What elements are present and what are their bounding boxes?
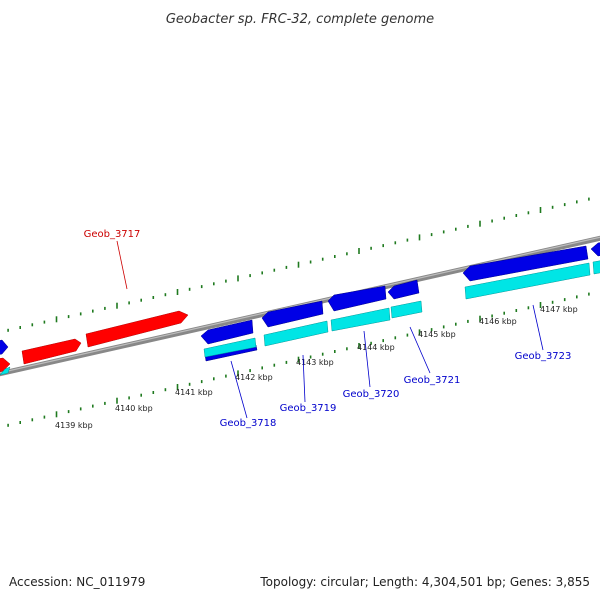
cds-feature[interactable] bbox=[464, 262, 591, 300]
gene-label-geob-3723[interactable]: Geob_3723 bbox=[515, 351, 572, 362]
genome-summary-text: Topology: circular; Length: 4,304,501 bp… bbox=[259, 575, 590, 589]
scale-label: 4146 kbp bbox=[479, 317, 517, 326]
gene-arrow-forward[interactable] bbox=[21, 338, 82, 365]
leader-line-geob-3720 bbox=[363, 330, 371, 388]
scale-label: 4143 kbp bbox=[296, 358, 334, 367]
gene-arrow-reverse[interactable] bbox=[462, 245, 589, 282]
gene-arrow-reverse[interactable] bbox=[327, 285, 387, 312]
scale-labels: 4139 kbp 4140 kbp 4141 kbp 4142 kbp 4143… bbox=[55, 305, 578, 430]
gene-arrow-reverse[interactable] bbox=[590, 241, 600, 257]
cds-feature[interactable] bbox=[263, 320, 329, 347]
gene-arrow-reverse[interactable] bbox=[0, 339, 9, 356]
leader-line-geob-3721 bbox=[409, 326, 431, 374]
gene-arrow-reverse[interactable] bbox=[200, 319, 254, 345]
gene-arrow-geob-3717[interactable] bbox=[85, 310, 189, 348]
leader-line-geob-3717 bbox=[116, 240, 128, 290]
cds-feature[interactable] bbox=[390, 300, 423, 319]
gene-arrow-forward[interactable] bbox=[0, 357, 11, 374]
gene-arrow-reverse[interactable] bbox=[387, 279, 420, 300]
genome-backbone-highlight bbox=[0, 236, 600, 374]
tick-marks bbox=[7, 197, 590, 427]
leader-line-geob-3723 bbox=[532, 304, 544, 351]
gene-labels: Geob_3717 Geob_3718 Geob_3719 Geob_3720 … bbox=[84, 229, 572, 429]
map-title: Geobacter sp. FRC-32, complete genome bbox=[166, 12, 434, 27]
cds-feature[interactable] bbox=[0, 366, 11, 376]
gene-label-geob-3717[interactable]: Geob_3717 bbox=[84, 229, 141, 240]
cds-feature[interactable] bbox=[592, 259, 600, 275]
gene-label-geob-3721[interactable]: Geob_3721 bbox=[404, 375, 461, 386]
cds-features bbox=[0, 259, 600, 376]
scale-label: 4139 kbp bbox=[55, 421, 93, 430]
cds-feature[interactable] bbox=[203, 337, 257, 358]
gene-label-geob-3720[interactable]: Geob_3720 bbox=[343, 389, 400, 400]
scale-label: 4144 kbp bbox=[357, 343, 395, 352]
scale-label: 4142 kbp bbox=[235, 373, 273, 382]
label-leaders bbox=[116, 240, 544, 419]
scale-label: 4141 kbp bbox=[175, 388, 213, 397]
cds-feature[interactable] bbox=[330, 307, 391, 332]
accession-text: Accession: NC_011979 bbox=[9, 575, 145, 589]
gene-label-geob-3718[interactable]: Geob_3718 bbox=[220, 418, 277, 429]
gene-arrow-reverse[interactable] bbox=[261, 300, 324, 328]
scale-label: 4145 kbp bbox=[418, 330, 456, 339]
gene-label-geob-3719[interactable]: Geob_3719 bbox=[280, 403, 337, 414]
scale-label: 4140 kbp bbox=[115, 404, 153, 413]
leader-line-geob-3719 bbox=[302, 354, 306, 403]
leader-line-geob-3718 bbox=[230, 360, 248, 419]
forward-strand-genes bbox=[0, 310, 189, 374]
scale-label: 4147 kbp bbox=[540, 305, 578, 314]
